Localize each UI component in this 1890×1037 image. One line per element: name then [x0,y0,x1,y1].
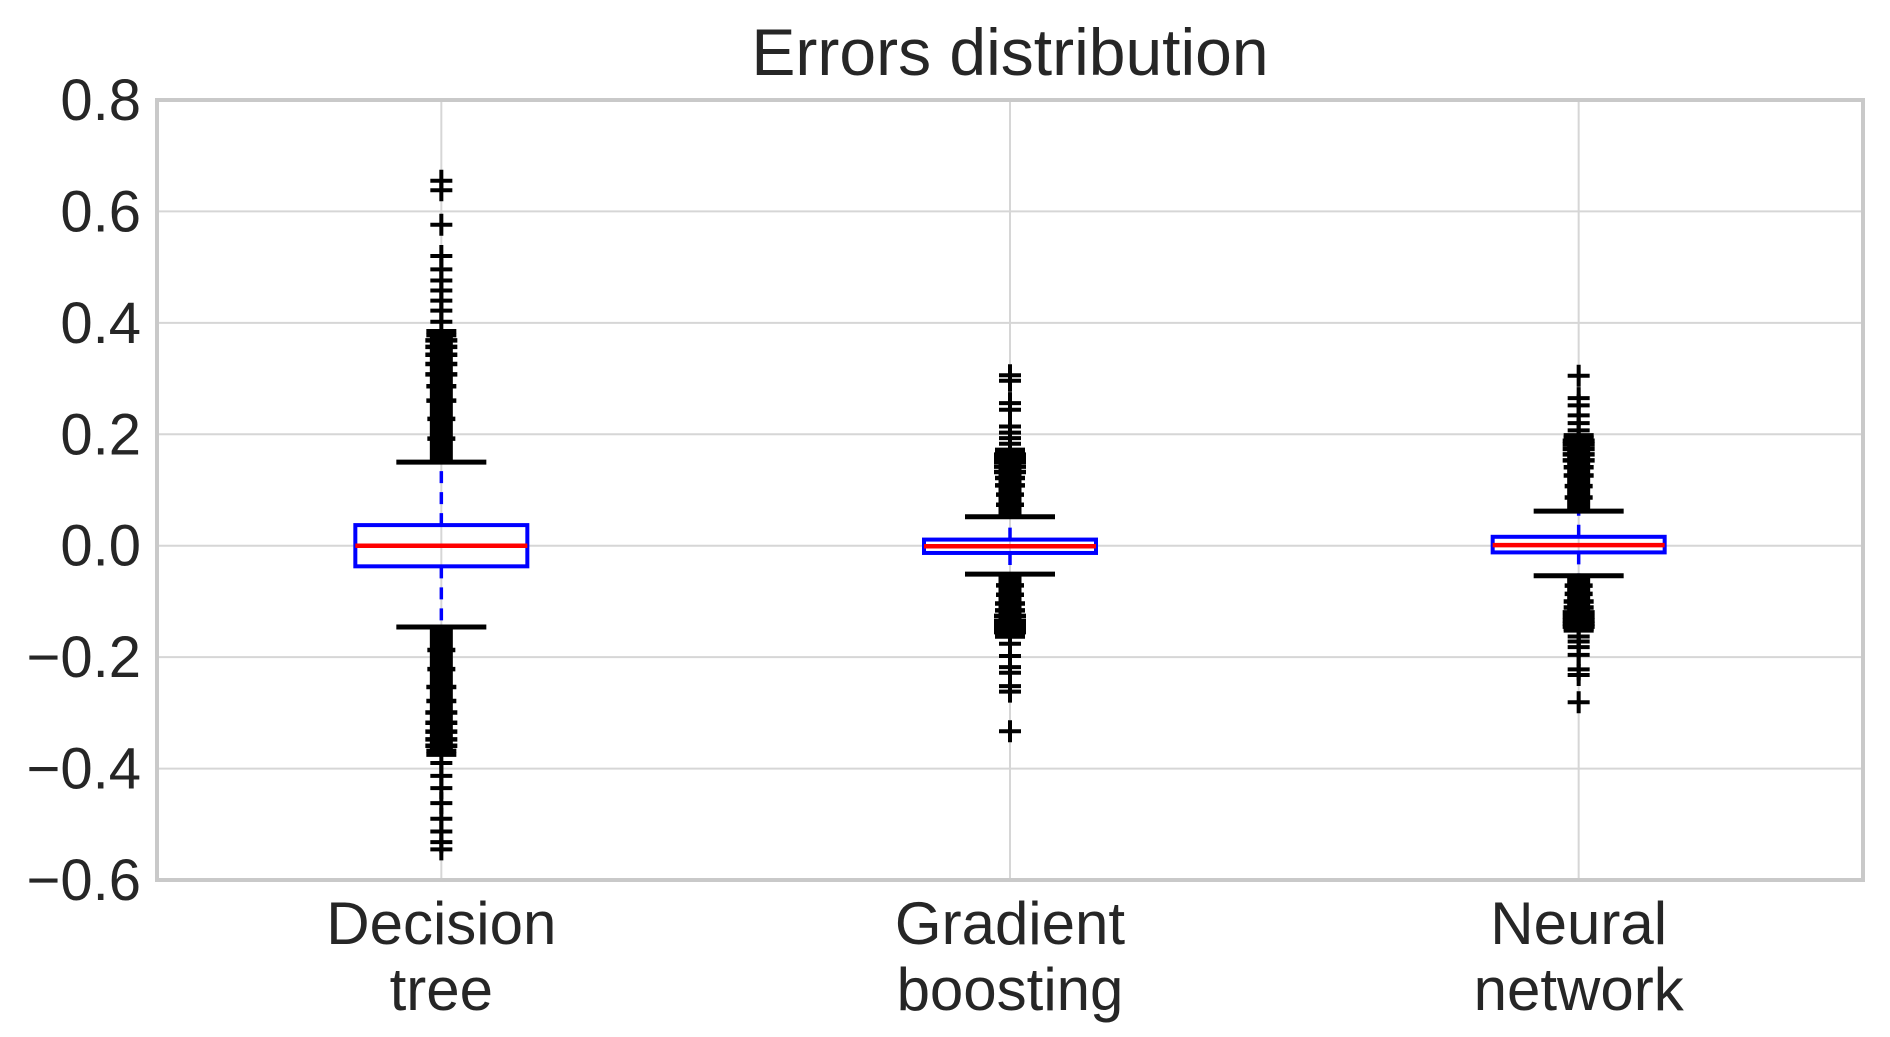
chart-title: Errors distribution [751,15,1269,89]
outlier-marker-neural-network [1567,387,1590,410]
outlier-marker-decision-tree [430,838,453,861]
dense-outliers-low-decision-tree [429,627,453,755]
outlier-marker-decision-tree [430,213,453,236]
y-tick-label: 0.6 [60,179,141,244]
outlier-marker-gradient-boosting [999,364,1021,387]
plot-spines [155,98,1865,882]
outlier-marker-decision-tree [430,169,453,192]
outlier-marker-gradient-boosting [999,680,1021,703]
dense-outliers-high-neural-network [1567,435,1591,512]
outlier-marker-gradient-boosting [999,720,1021,743]
x-category-label-line1: Gradient [895,890,1125,957]
y-tick-label: 0.4 [60,291,141,356]
y-tick-label: −0.4 [27,737,142,802]
y-tick-label: 0.8 [60,68,141,133]
y-tick-label: −0.2 [27,625,142,690]
x-category-label-line2: boosting [897,956,1124,1023]
y-tick-label: −0.6 [27,848,142,913]
outlier-marker-neural-network [1567,364,1590,387]
y-tick-label: 0.0 [60,514,141,579]
x-category-label-line2: tree [390,956,493,1023]
outlier-marker-decision-tree [430,245,453,267]
x-category-label-line1: Decision [326,890,556,957]
dense-outliers-high-decision-tree [429,331,453,463]
x-category-label-line2: network [1474,956,1685,1023]
outlier-marker-neural-network [1567,691,1590,714]
outlier-marker-gradient-boosting [999,392,1021,415]
x-category-label-line1: Neural [1490,890,1667,957]
outlier-marker-neural-network [1567,663,1590,686]
y-tick-label: 0.2 [60,402,141,467]
